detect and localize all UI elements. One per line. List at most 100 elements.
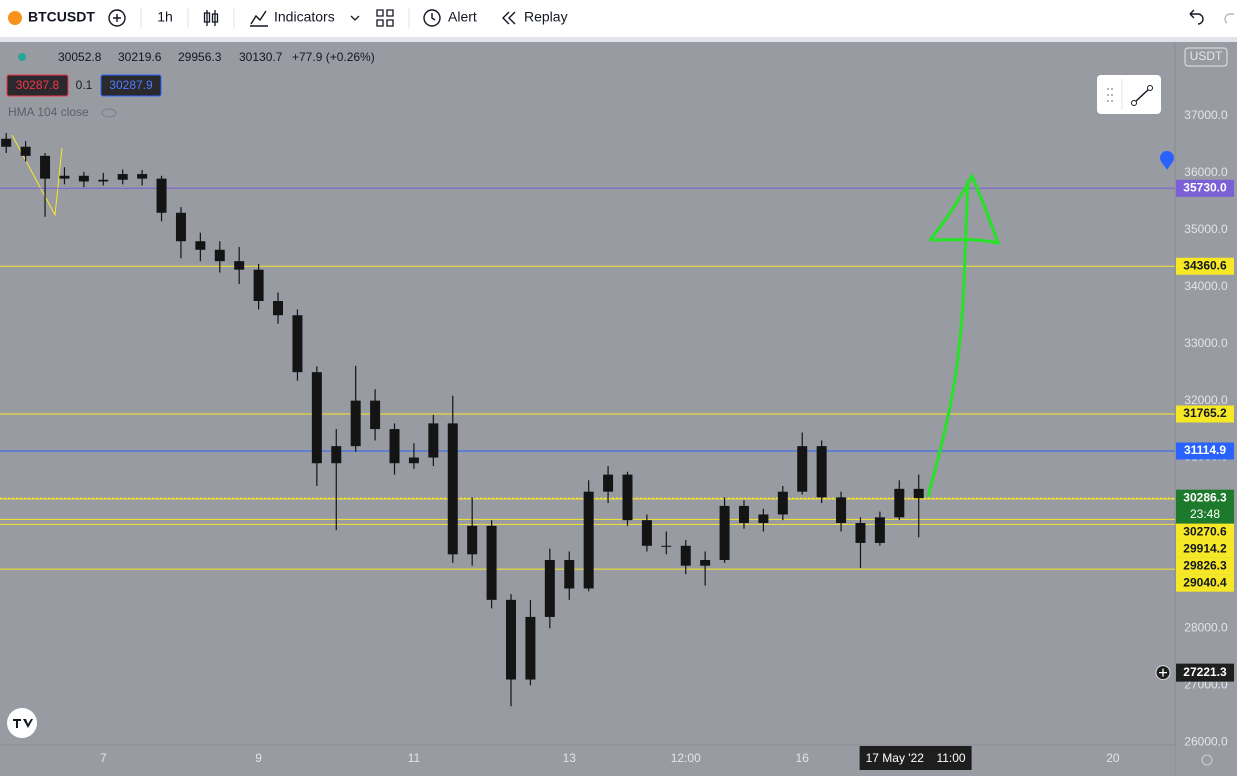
candle-body [78,175,89,182]
level-label-box [1176,179,1234,197]
candle-body [408,457,419,464]
buy-box[interactable] [100,74,162,97]
candle-body [137,174,148,179]
candle-body [234,261,245,270]
level-label: 29914.2 [1183,541,1227,555]
candle-body [175,212,186,242]
y-tick-label: 37000.0 [1184,108,1228,122]
indicators-icon [250,10,268,27]
redo[interactable] [1224,13,1234,24]
y-tick-label: 33000.0 [1184,336,1228,350]
candle-body [253,269,264,301]
alert-button[interactable]: Alert [448,9,477,25]
candle-body [428,423,439,458]
candle-body [680,545,691,566]
currency-box[interactable] [1184,47,1228,67]
y-tick-label: 32000.0 [1184,393,1228,407]
candle-body [331,446,342,464]
candle-body [467,525,478,555]
chart-type-icon[interactable] [203,10,219,26]
plus-icon [113,14,121,22]
last-price-box [1176,489,1234,524]
candle-body [777,491,788,515]
candle-body [738,505,749,523]
candle-body [564,560,575,589]
level-label: 29826.3 [1183,558,1227,572]
candle-body [544,560,555,617]
level-label-box [1176,405,1234,423]
candle-body [350,400,361,447]
logo[interactable] [7,708,37,738]
visibility-icon[interactable] [101,108,117,118]
candle-body [59,175,70,179]
level-label-box [1176,442,1234,460]
arrow-drawing[interactable] [926,179,970,498]
candle-body [874,517,885,543]
candle-body [525,616,536,680]
candle-body [292,315,303,373]
crosshair-time-box [859,746,972,770]
plot-area [0,42,1175,745]
candle-body [20,146,31,156]
x-tick-label: 20 [1106,751,1120,765]
coin-icon [8,11,22,25]
trendline-icon[interactable] [1133,87,1151,104]
x-tick-label: 7 [100,751,107,765]
interval[interactable]: 1h [157,9,173,25]
candle-body [641,520,652,546]
x-tick-label: 12:00 [671,751,701,765]
drag-handle[interactable] [1107,88,1113,102]
legend-high: 30219.6 [118,50,162,64]
symbol[interactable]: BTCUSDT [28,9,95,25]
x-tick-label: 16 [796,751,810,765]
candle-body [661,545,672,547]
last-price-label: 30286.3 [1183,490,1227,504]
logo-mark [13,719,33,728]
undo[interactable] [1189,9,1204,25]
candle-body [700,560,711,566]
crosshair-price-box [1176,663,1234,682]
y-tick-label: 36000.0 [1184,165,1228,179]
level-label-box [1176,257,1234,275]
candle-body [214,249,225,262]
alert-marker[interactable] [1160,151,1174,170]
candle-body [816,446,827,498]
candle-body [389,429,400,464]
level-label: 29040.4 [1183,575,1227,589]
x-tick-label: 13 [563,751,577,765]
candle-body [894,488,905,518]
legend-close: 30130.7 [239,50,283,64]
candle-body [117,174,128,180]
replay-button[interactable]: Replay [524,9,568,25]
add-symbol[interactable] [108,9,126,27]
level-label-box [1176,574,1234,592]
sell-box[interactable] [6,74,69,97]
alert-icon [431,13,436,21]
drawing-toolbar[interactable] [1097,75,1161,114]
level-label: 30270.6 [1183,524,1227,538]
level-label-box [1176,523,1234,541]
candle-body [506,599,517,680]
candle-body [273,301,284,316]
layouts-icon[interactable] [376,9,394,27]
indicators-button[interactable]: Indicators [274,9,335,25]
toolbar [0,0,1237,37]
settings-icon[interactable] [1201,754,1213,766]
legend-change: +77.9 (+0.26%) [292,50,375,64]
chevron[interactable] [350,15,360,21]
y-tick-label: 35000.0 [1184,222,1228,236]
level-label-box [1176,540,1234,558]
crosshair-time: 11:00 [936,751,965,765]
status-dot [18,53,26,61]
arrow-head[interactable] [928,172,1001,246]
x-tick-label: 9 [255,751,262,765]
countdown: 23:48 [1190,507,1220,521]
candle-body [719,505,730,560]
alert-icon [423,9,441,27]
candle-body [486,525,497,600]
indicator-label: HMA 104 close [8,105,89,119]
legend-low: 29956.3 [178,50,222,64]
candle-body [1,138,12,147]
level-label: 35730.0 [1183,180,1227,194]
ask: 30287.9 [109,78,153,92]
